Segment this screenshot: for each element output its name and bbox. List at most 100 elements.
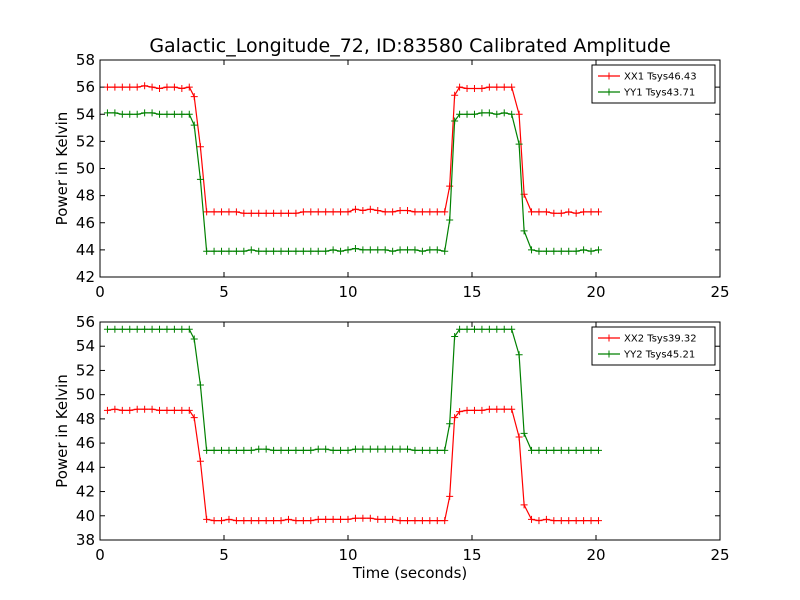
data-point	[441, 247, 449, 255]
data-point	[329, 446, 337, 454]
data-point	[580, 446, 588, 454]
data-point	[148, 405, 156, 413]
data-point	[528, 515, 536, 523]
y-tick-label: 48	[76, 410, 95, 428]
x-tick-label: 20	[586, 283, 605, 301]
data-point	[426, 208, 434, 216]
data-point	[178, 84, 186, 92]
data-point	[463, 325, 471, 333]
data-point	[232, 208, 240, 216]
series-1	[103, 405, 602, 525]
data-point	[396, 246, 404, 254]
data-point	[203, 247, 211, 255]
data-point	[426, 446, 434, 454]
data-point	[170, 83, 178, 91]
data-point	[141, 109, 149, 117]
data-point	[520, 501, 528, 509]
y-tick-label: 38	[76, 531, 95, 549]
data-point	[374, 445, 382, 453]
data-point	[103, 406, 111, 414]
data-point	[485, 405, 493, 413]
data-point	[240, 446, 248, 454]
data-point	[277, 446, 285, 454]
data-point	[515, 110, 523, 118]
data-point	[366, 205, 374, 213]
data-point	[270, 247, 278, 255]
data-point	[550, 247, 558, 255]
data-point	[411, 208, 419, 216]
data-point	[500, 405, 508, 413]
data-point	[232, 517, 240, 525]
data-point	[572, 517, 580, 525]
data-point	[493, 110, 501, 118]
data-point	[190, 121, 198, 129]
data-point	[485, 83, 493, 91]
x-tick-label: 5	[219, 283, 229, 301]
data-point	[374, 207, 382, 215]
data-point	[299, 247, 307, 255]
data-point	[478, 84, 486, 92]
data-point	[292, 209, 300, 217]
data-point	[463, 84, 471, 92]
legend-label: YY1 Tsys43.71	[623, 88, 695, 99]
y-tick-label: 52	[76, 132, 95, 150]
data-point	[396, 517, 404, 525]
data-point	[433, 246, 441, 254]
x-tick-label: 0	[95, 283, 105, 301]
data-point	[329, 515, 337, 523]
legend-label: XX2 Tsys39.32	[624, 334, 697, 345]
top-panel: 0 5 10 15 20 25 42 44 46 48 50 52 54 56 58 Power in Kel…	[53, 51, 730, 301]
data-point	[111, 109, 119, 117]
data-point	[240, 247, 248, 255]
data-point	[557, 209, 565, 217]
data-point	[307, 208, 315, 216]
data-point	[185, 83, 193, 91]
data-point	[493, 405, 501, 413]
data-point	[411, 517, 419, 525]
data-point	[456, 408, 464, 416]
data-point	[218, 247, 226, 255]
x-tick-label: 10	[338, 283, 357, 301]
data-point	[314, 445, 322, 453]
data-point	[277, 517, 285, 525]
data-point	[190, 93, 198, 101]
data-point	[190, 414, 198, 422]
data-point	[366, 445, 374, 453]
data-point	[126, 325, 134, 333]
data-point	[218, 517, 226, 525]
data-point	[381, 208, 389, 216]
data-point	[485, 325, 493, 333]
data-point	[587, 247, 595, 255]
data-point	[374, 515, 382, 523]
data-point	[329, 208, 337, 216]
data-point	[178, 406, 186, 414]
data-point	[441, 517, 449, 525]
data-point	[170, 110, 178, 118]
data-point	[485, 109, 493, 117]
data-point	[270, 517, 278, 525]
y-tick-label: 48	[76, 187, 95, 205]
data-point	[314, 208, 322, 216]
data-point	[411, 246, 419, 254]
data-point	[329, 246, 337, 254]
data-point	[470, 406, 478, 414]
x-tick-label: 25	[710, 283, 729, 301]
data-point	[451, 333, 459, 341]
data-point	[515, 351, 523, 359]
y-tick-label: 58	[76, 51, 95, 69]
data-point	[572, 446, 580, 454]
bottom-panel: 0 5 10 15 20 25 38 40 42 44 46 48 50 52 54 56 Power in K…	[53, 313, 730, 564]
data-point	[351, 245, 359, 253]
data-point	[441, 446, 449, 454]
data-point	[478, 406, 486, 414]
data-point	[255, 445, 263, 453]
data-point	[284, 209, 292, 217]
data-point	[389, 247, 397, 255]
data-point	[190, 335, 198, 343]
data-point	[185, 406, 193, 414]
data-point	[542, 446, 550, 454]
data-point	[284, 515, 292, 523]
data-point	[389, 208, 397, 216]
data-point	[255, 209, 263, 217]
data-point	[133, 83, 141, 91]
